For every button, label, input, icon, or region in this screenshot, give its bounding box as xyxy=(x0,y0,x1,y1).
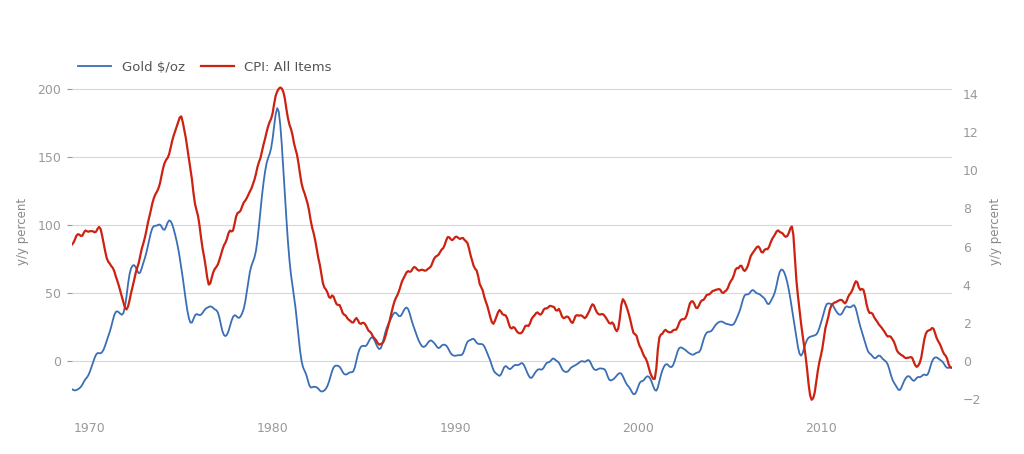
Gold $/oz xyxy=(116,312,128,317)
CPI: All Items: (2e+03, 2.33): All Items: (2e+03, 2.33) xyxy=(560,314,572,319)
Line: CPI: All Items: CPI: All Items xyxy=(72,88,951,400)
CPI: All Items: (2e+03, 2.91): All Items: (2e+03, 2.91) xyxy=(588,303,600,308)
CPI: All Items: (1.98e+03, 14.3): All Items: (1.98e+03, 14.3) xyxy=(274,85,287,90)
Gold $/oz xyxy=(588,366,600,372)
Legend: Gold $/oz, CPI: All Items: Gold $/oz, CPI: All Items xyxy=(78,61,332,74)
Gold $/oz xyxy=(288,293,300,299)
CPI: All Items: (2.02e+03, -0.354): All Items: (2.02e+03, -0.354) xyxy=(945,365,957,370)
Gold $/oz xyxy=(628,391,640,397)
Gold $/oz xyxy=(560,369,572,375)
CPI: All Items: (2.01e+03, 3.08): All Items: (2.01e+03, 3.08) xyxy=(829,300,842,305)
CPI: All Items: (1.98e+03, 11.4): All Items: (1.98e+03, 11.4) xyxy=(288,140,300,146)
Y-axis label: y/y percent: y/y percent xyxy=(989,198,1002,265)
Gold $/oz xyxy=(66,386,78,392)
Gold $/oz xyxy=(829,308,842,314)
CPI: All Items: (1.97e+03, 6.09): All Items: (1.97e+03, 6.09) xyxy=(66,242,78,247)
Gold $/oz xyxy=(271,105,284,111)
Gold $/oz xyxy=(945,365,957,370)
Line: Gold $/oz: Gold $/oz xyxy=(72,108,951,394)
CPI: All Items: (2.01e+03, -2.04): All Items: (2.01e+03, -2.04) xyxy=(806,397,818,403)
Gold $/oz xyxy=(694,347,707,353)
Y-axis label: y/y percent: y/y percent xyxy=(16,198,29,265)
CPI: All Items: (2e+03, 2.91): All Items: (2e+03, 2.91) xyxy=(693,303,706,308)
CPI: All Items: (1.97e+03, 3.35): All Items: (1.97e+03, 3.35) xyxy=(116,294,128,300)
